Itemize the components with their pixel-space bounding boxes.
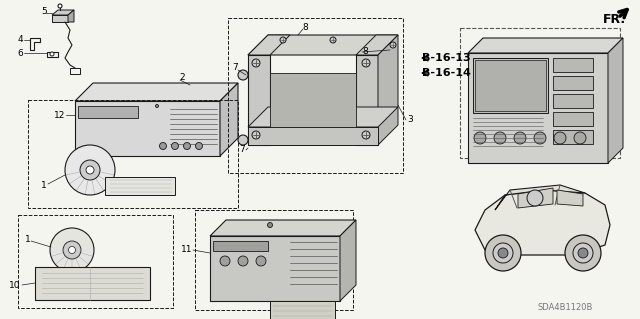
Circle shape bbox=[238, 70, 248, 80]
Polygon shape bbox=[248, 35, 290, 55]
Bar bbox=[18, 215, 173, 308]
Polygon shape bbox=[518, 188, 553, 208]
Polygon shape bbox=[248, 35, 398, 55]
Bar bbox=[213, 241, 268, 251]
Polygon shape bbox=[495, 185, 585, 210]
Circle shape bbox=[474, 132, 486, 144]
Polygon shape bbox=[35, 267, 150, 300]
Circle shape bbox=[252, 131, 260, 139]
Circle shape bbox=[280, 37, 286, 43]
Circle shape bbox=[498, 248, 508, 258]
Bar bbox=[553, 112, 593, 126]
Polygon shape bbox=[378, 35, 398, 145]
Polygon shape bbox=[105, 177, 175, 195]
Polygon shape bbox=[52, 10, 74, 15]
Circle shape bbox=[362, 131, 370, 139]
Circle shape bbox=[58, 4, 62, 8]
Text: 11: 11 bbox=[181, 246, 193, 255]
Polygon shape bbox=[210, 236, 340, 301]
Circle shape bbox=[68, 247, 76, 254]
Bar bbox=[28, 100, 238, 208]
Text: B-16-13: B-16-13 bbox=[422, 53, 470, 63]
Circle shape bbox=[268, 222, 273, 227]
Bar bbox=[553, 94, 593, 108]
Circle shape bbox=[63, 241, 81, 259]
Bar bbox=[195, 210, 353, 310]
Circle shape bbox=[554, 132, 566, 144]
Polygon shape bbox=[475, 190, 610, 255]
Circle shape bbox=[565, 235, 601, 271]
Circle shape bbox=[578, 248, 588, 258]
Polygon shape bbox=[248, 107, 398, 127]
Circle shape bbox=[527, 190, 543, 206]
Circle shape bbox=[65, 145, 115, 195]
Circle shape bbox=[493, 243, 513, 263]
Text: 3: 3 bbox=[407, 115, 413, 124]
Text: B-16-14: B-16-14 bbox=[422, 68, 471, 78]
Bar bbox=[553, 58, 593, 72]
Circle shape bbox=[362, 59, 370, 67]
Polygon shape bbox=[356, 35, 398, 55]
Circle shape bbox=[485, 235, 521, 271]
Polygon shape bbox=[75, 83, 238, 101]
Polygon shape bbox=[248, 127, 378, 145]
Text: 6: 6 bbox=[17, 48, 23, 57]
Polygon shape bbox=[340, 220, 356, 301]
Bar bbox=[78, 106, 138, 118]
Circle shape bbox=[514, 132, 526, 144]
Circle shape bbox=[390, 42, 396, 48]
Text: 1: 1 bbox=[41, 181, 47, 189]
Polygon shape bbox=[270, 301, 335, 319]
Text: 1: 1 bbox=[25, 235, 31, 244]
Bar bbox=[553, 76, 593, 90]
Circle shape bbox=[494, 132, 506, 144]
Text: 2: 2 bbox=[179, 73, 185, 83]
Circle shape bbox=[252, 59, 260, 67]
Polygon shape bbox=[248, 55, 270, 145]
Circle shape bbox=[195, 143, 202, 150]
Circle shape bbox=[574, 132, 586, 144]
Text: 7: 7 bbox=[239, 145, 245, 154]
Polygon shape bbox=[608, 38, 623, 163]
Bar bbox=[473, 58, 548, 113]
Bar bbox=[553, 130, 593, 144]
Circle shape bbox=[172, 143, 179, 150]
Circle shape bbox=[573, 243, 593, 263]
Polygon shape bbox=[557, 190, 583, 206]
Circle shape bbox=[156, 105, 159, 108]
Bar bbox=[475, 60, 546, 111]
Polygon shape bbox=[68, 10, 74, 22]
Polygon shape bbox=[468, 53, 608, 163]
Circle shape bbox=[238, 135, 248, 145]
Circle shape bbox=[220, 256, 230, 266]
Circle shape bbox=[184, 143, 191, 150]
Polygon shape bbox=[356, 55, 378, 145]
Polygon shape bbox=[220, 83, 238, 156]
Polygon shape bbox=[468, 38, 623, 53]
Circle shape bbox=[534, 132, 546, 144]
Text: 7: 7 bbox=[232, 63, 238, 72]
Polygon shape bbox=[75, 101, 220, 156]
Text: 8: 8 bbox=[302, 23, 308, 32]
Text: FR.: FR. bbox=[603, 13, 626, 26]
Polygon shape bbox=[270, 73, 356, 127]
Circle shape bbox=[80, 160, 100, 180]
Text: 8: 8 bbox=[362, 48, 368, 56]
Circle shape bbox=[238, 256, 248, 266]
Circle shape bbox=[330, 37, 336, 43]
Text: 10: 10 bbox=[9, 280, 20, 290]
Bar bbox=[228, 18, 403, 173]
Polygon shape bbox=[52, 15, 68, 22]
Circle shape bbox=[256, 256, 266, 266]
Bar bbox=[460, 28, 620, 158]
Polygon shape bbox=[210, 220, 356, 236]
Circle shape bbox=[50, 52, 54, 56]
Text: 5: 5 bbox=[41, 8, 47, 17]
Text: SDA4B1120B: SDA4B1120B bbox=[538, 302, 593, 311]
Circle shape bbox=[50, 228, 94, 272]
Circle shape bbox=[159, 143, 166, 150]
Text: 4: 4 bbox=[17, 34, 23, 43]
Text: 12: 12 bbox=[54, 110, 66, 120]
Circle shape bbox=[86, 166, 94, 174]
